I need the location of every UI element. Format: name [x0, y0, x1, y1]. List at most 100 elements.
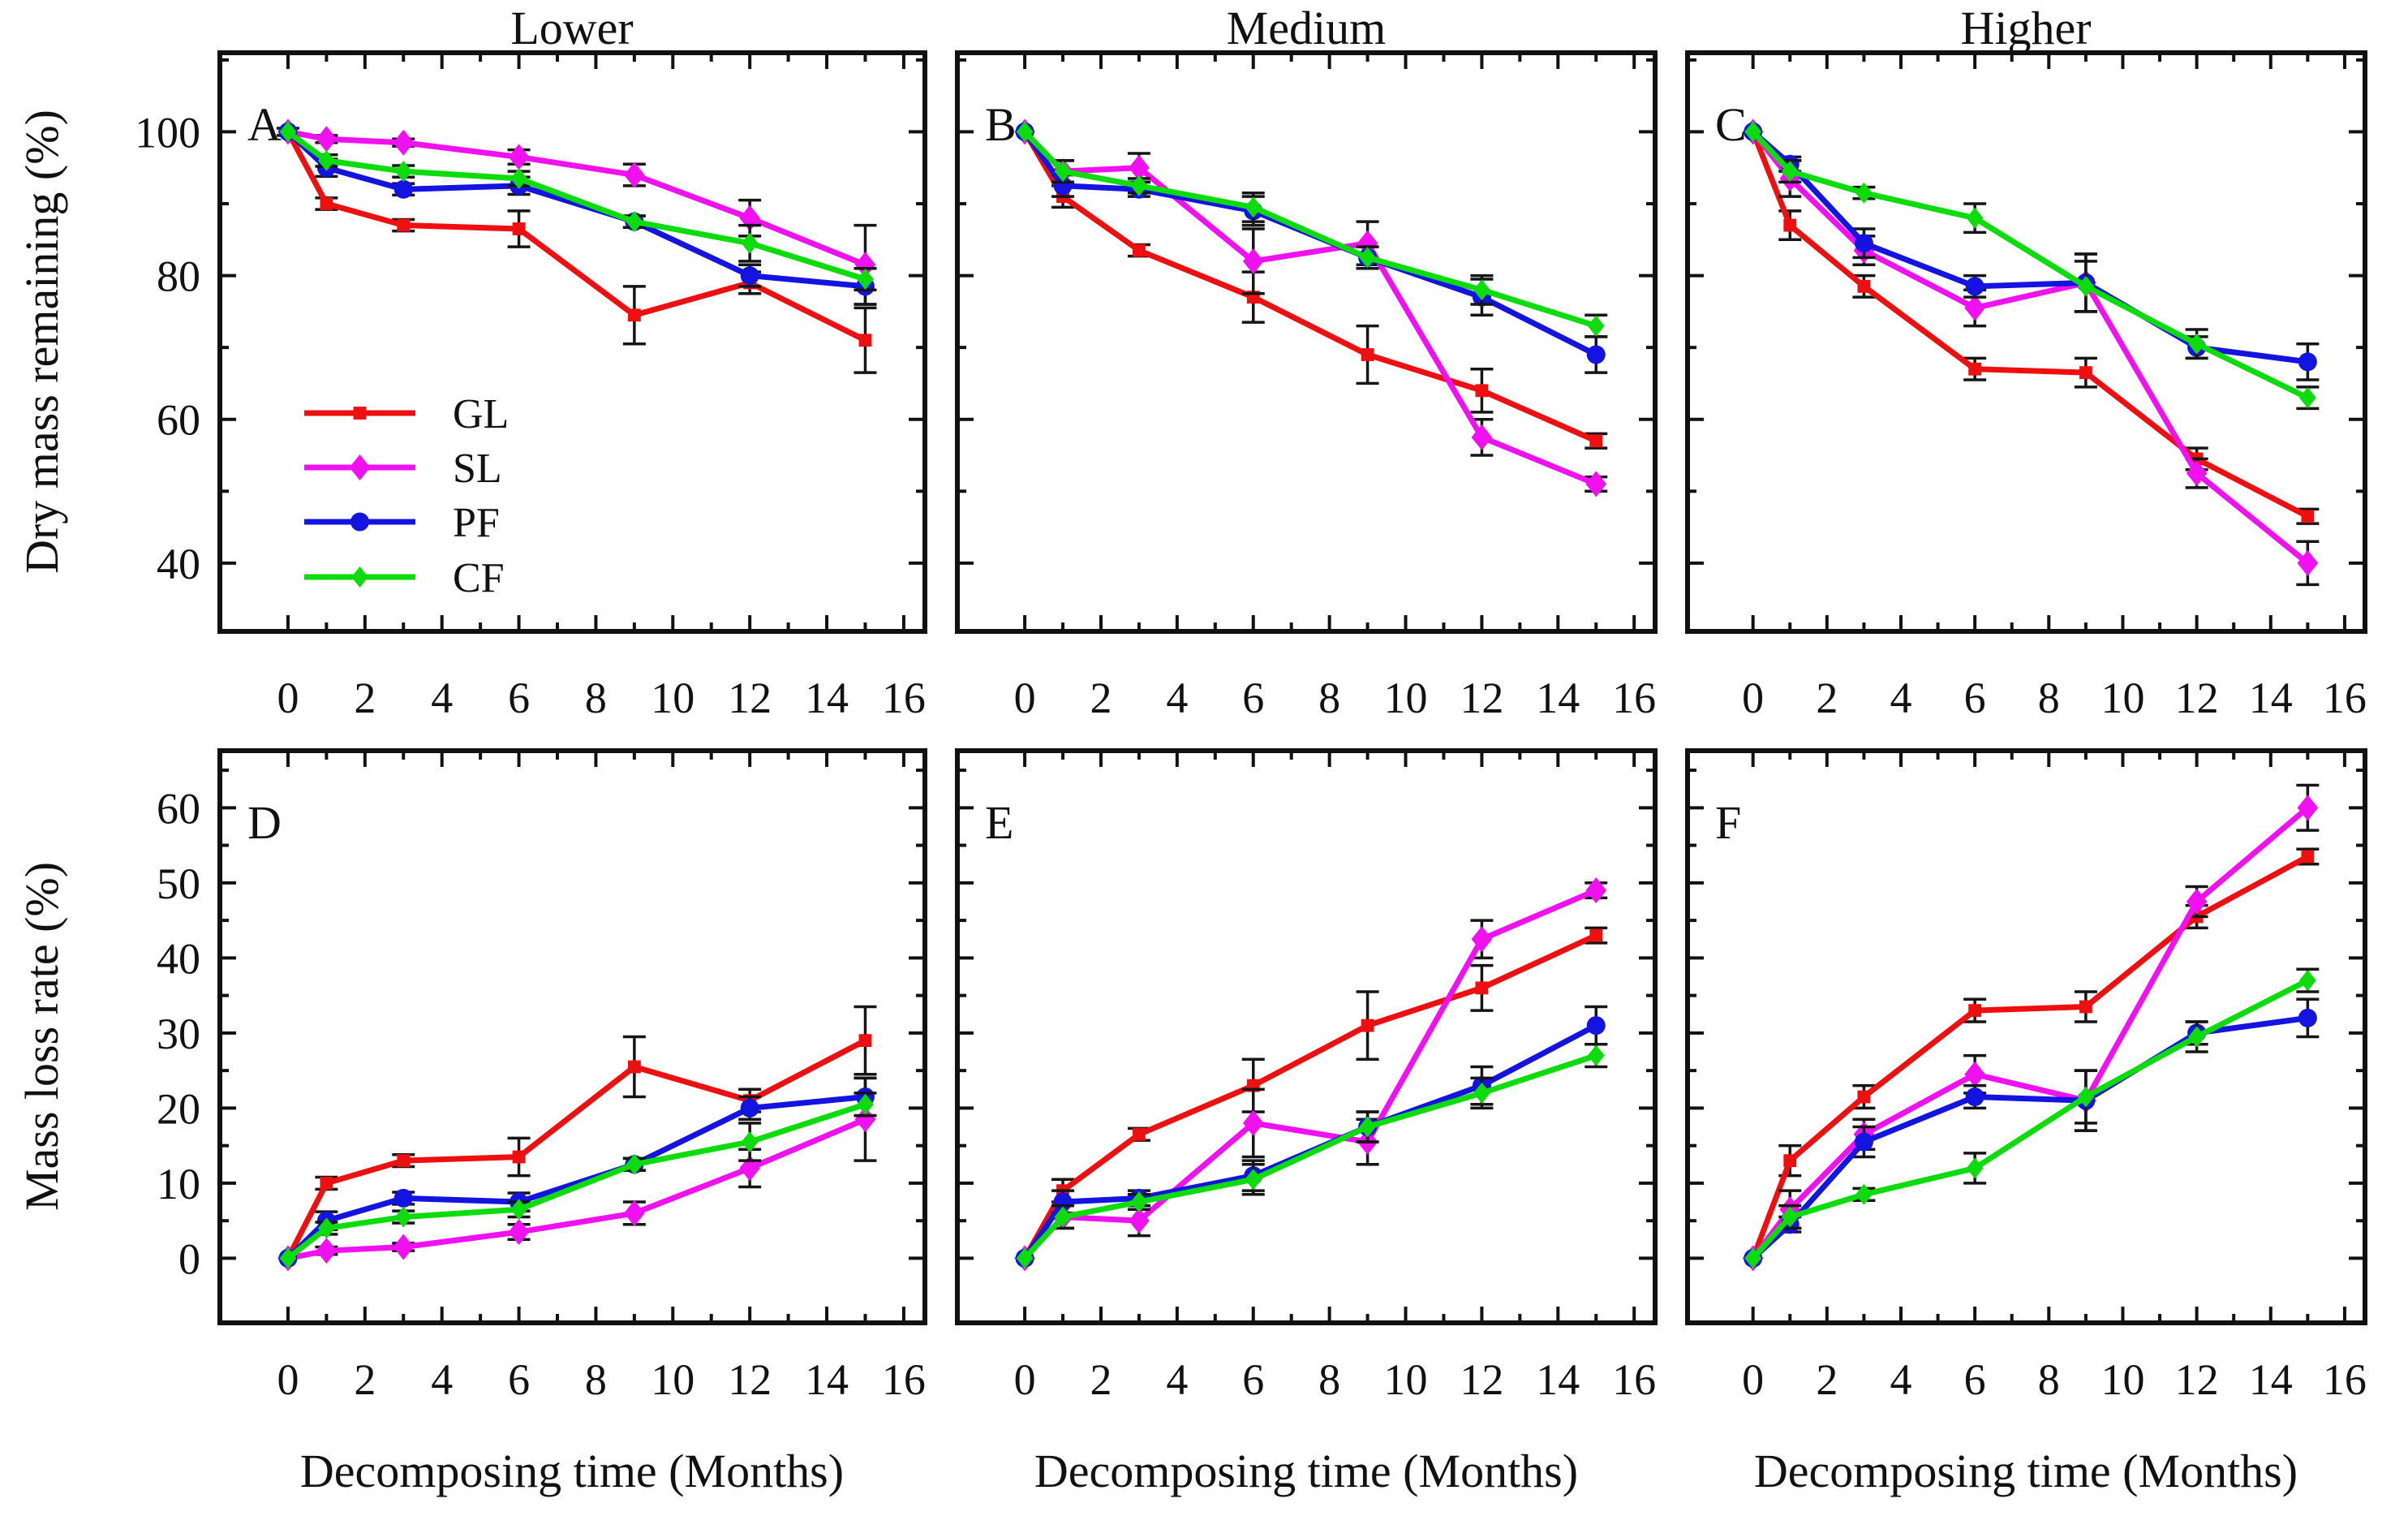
panel-D-marker-GL-m1 — [320, 1176, 333, 1190]
panel-E-xtick-16: 16 — [1612, 1355, 1656, 1404]
panel-C-xtick-0: 0 — [1742, 674, 1764, 722]
panel-B-errorbars-SL — [1051, 152, 1608, 493]
panel-A-marker-SL-m3 — [393, 129, 415, 156]
panel-F-line-GL — [1750, 854, 2310, 1260]
panel-F-marker-PF-m6 — [1965, 1087, 1984, 1107]
panel-letter-B: B — [985, 98, 1017, 151]
panel-B-xtick-0: 0 — [1014, 674, 1036, 722]
panel-F-marker-CF-m1 — [1781, 1206, 1799, 1228]
panel-D-ytick-50: 50 — [157, 859, 200, 908]
panel-C-line-PF — [1751, 129, 2308, 365]
x-axis-label-medium: Decomposing time (Months) — [1034, 1445, 1579, 1497]
panel-A-xtick-6: 6 — [508, 674, 530, 722]
panel-C-xtick-14: 14 — [2249, 674, 2293, 722]
panel-F-marker-CF-m15 — [2298, 970, 2316, 992]
panel-C-marker-PF-m6 — [1965, 277, 1984, 296]
panel-E-marker-SL-m15 — [1585, 877, 1607, 904]
panel-E-marker-CF-m15 — [1587, 1044, 1605, 1066]
panel-C-xtick-8: 8 — [2038, 674, 2060, 722]
panel-B-xtick-2: 2 — [1090, 674, 1112, 722]
panel-A-marker-PF-m3 — [393, 179, 413, 199]
panel-F-marker-GL-m6 — [1968, 1004, 1982, 1018]
panel-A-marker-PF-m12 — [740, 266, 759, 286]
panel-B: 0 2 4 6 8 10 12 14 16 B — [955, 50, 1658, 722]
legend-marker-PF — [350, 512, 369, 532]
panel-A-xtick-12: 12 — [728, 674, 772, 722]
panel-B-marker-SL-m9 — [1357, 230, 1378, 256]
panel-B-marker-CF-m0 — [1016, 121, 1034, 143]
panel-C-marker-SL-m15 — [2297, 549, 2319, 576]
panel-A-xtick-8: 8 — [585, 674, 607, 722]
panel-D-marker-CF-m15 — [857, 1093, 874, 1115]
panel-D-marker-GL-m9 — [627, 1060, 641, 1074]
panel-C-marker-PF-m3 — [1854, 234, 1873, 253]
y-axis-label-bottom: Mass loss rate (%) — [15, 861, 68, 1212]
panel-A-marker-GL-m1 — [320, 197, 333, 210]
panel-D-marker-SL-m3 — [393, 1234, 415, 1260]
panel-C-marker-CF-m6 — [1966, 207, 1984, 229]
panel-C-ticks — [1688, 53, 2365, 631]
panel-E-xtick-8: 8 — [1318, 1355, 1340, 1404]
panel-B-errorbars-PF — [1051, 173, 1608, 374]
panel-C-marker-CF-m0 — [1744, 121, 1762, 143]
panel-E-xtick-2: 2 — [1090, 1355, 1112, 1404]
panel-B-xtick-4: 4 — [1166, 674, 1188, 722]
panel-D-xtick-10: 10 — [651, 1355, 694, 1404]
panel-A-marker-GL-m3 — [397, 218, 411, 232]
panel-C-marker-PF-m15 — [2298, 352, 2317, 372]
panel-F-marker-PF-m15 — [2298, 1008, 2317, 1027]
panel-C-xtick-10: 10 — [2101, 674, 2144, 722]
panel-E-marker-GL-m9 — [1361, 1019, 1374, 1032]
panel-B-line-PF — [1022, 130, 1597, 358]
panel-D-marker-CF-m6 — [510, 1199, 527, 1221]
panel-A-ytick-100: 100 — [135, 108, 200, 157]
panel-letter-A: A — [247, 98, 282, 151]
x-axis-label-lower: Decomposing time (Months) — [299, 1445, 845, 1497]
panel-B-marker-GL-m3 — [1132, 243, 1146, 257]
panel-A-marker-CF-m0 — [279, 121, 297, 143]
panel-D-xtick-0: 0 — [277, 1355, 299, 1404]
panel-D-ticks — [220, 751, 925, 1323]
panel-E-frame — [955, 748, 1658, 1325]
panel-D-marker-SL-m15 — [854, 1106, 876, 1133]
panel-B-marker-CF-m12 — [1473, 279, 1490, 301]
panel-C-xtick-4: 4 — [1890, 674, 1911, 722]
panel-D-marker-CF-m9 — [626, 1153, 643, 1175]
panel-C: 0 2 4 6 8 10 12 14 16 C — [1685, 50, 2367, 722]
panel-F-marker-GL-m9 — [2079, 1000, 2092, 1014]
panel-F-marker-SL-m12 — [2186, 888, 2208, 915]
legend-label-PF: PF — [453, 500, 500, 546]
panel-D-xtick-2: 2 — [354, 1355, 376, 1404]
panel-D-xtick-4: 4 — [431, 1355, 453, 1404]
panel-F-marker-CF-m12 — [2188, 1026, 2206, 1048]
panel-B-xtick-10: 10 — [1384, 674, 1428, 722]
panel-C-marker-CF-m3 — [1855, 182, 1873, 204]
legend-label-CF: CF — [453, 555, 505, 601]
panel-B-xtick-8: 8 — [1318, 674, 1340, 722]
column-title-higher: Higher — [1960, 2, 2092, 54]
panel-E: 0 2 4 6 8 10 12 14 16 E — [955, 748, 1658, 1404]
panel-D-marker-PF-m3 — [393, 1188, 413, 1208]
panel-E-marker-CF-m1 — [1054, 1206, 1072, 1228]
legend-marker-GL — [353, 407, 367, 420]
panel-F-marker-CF-m6 — [1966, 1157, 1984, 1179]
column-title-medium: Medium — [1226, 2, 1387, 54]
panel-B-xtick-14: 14 — [1536, 674, 1580, 722]
panel-D-marker-CF-m12 — [741, 1131, 759, 1153]
panel-C-marker-GL-m6 — [1968, 362, 1982, 376]
panel-F-marker-PF-m3 — [1854, 1132, 1873, 1152]
panel-E-marker-CF-m6 — [1245, 1169, 1262, 1191]
panel-A-marker-CF-m1 — [317, 149, 335, 171]
panel-A-ticks — [220, 53, 925, 631]
panel-E-marker-CF-m3 — [1130, 1191, 1148, 1213]
panel-A-frame — [217, 50, 927, 634]
panel-B-line-SL — [1022, 129, 1597, 487]
panel-F-xtick-14: 14 — [2249, 1355, 2293, 1404]
panel-E-xtick-0: 0 — [1014, 1355, 1036, 1404]
panel-D-marker-GL-m3 — [397, 1154, 411, 1168]
panel-D-xtick-8: 8 — [585, 1355, 607, 1404]
panel-letter-C: C — [1715, 98, 1747, 151]
panel-D-marker-CF-m1 — [317, 1217, 335, 1239]
